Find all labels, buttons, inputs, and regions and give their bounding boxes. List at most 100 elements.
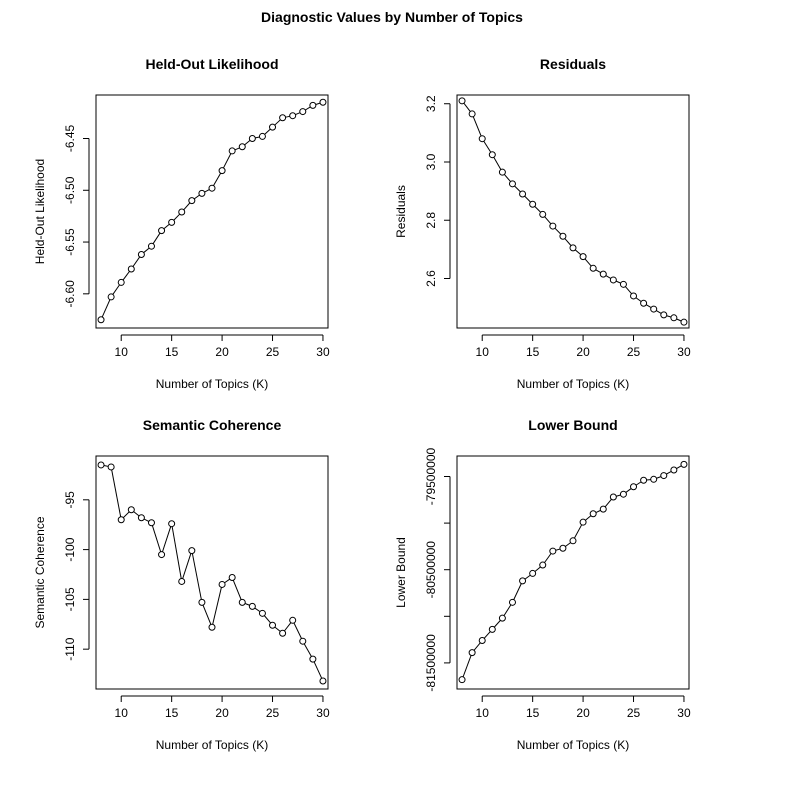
lower-bound-y-axis-label: Lower Bound bbox=[394, 537, 408, 608]
residuals-data-point bbox=[478, 135, 486, 143]
semantic-coherence-data-point bbox=[168, 520, 176, 528]
held-out-likelihood-series-segment bbox=[122, 271, 130, 281]
held-out-likelihood-y-tick-label: -6.50 bbox=[63, 176, 77, 204]
residuals-data-point bbox=[559, 232, 567, 240]
lower-bound-series-segment bbox=[573, 524, 583, 539]
held-out-likelihood-panel: Held-Out Likelihood 10 15 20 25 30 Number of T… bbox=[33, 56, 330, 391]
held-out-likelihood-series-segment bbox=[163, 223, 170, 230]
residuals-series-segment bbox=[584, 258, 592, 267]
semantic-coherence-data-point bbox=[127, 506, 135, 514]
held-out-likelihood-data-point bbox=[127, 265, 135, 273]
held-out-likelihood-series-segment bbox=[173, 213, 181, 221]
residuals-data-point bbox=[519, 190, 527, 198]
residuals-data-point bbox=[498, 168, 506, 176]
residuals-data-point bbox=[589, 264, 597, 272]
lower-bound-series-segment bbox=[493, 620, 501, 628]
held-out-likelihood-series-segment bbox=[112, 284, 120, 295]
semantic-coherence-series-segment bbox=[103, 465, 109, 467]
residuals-data-point bbox=[458, 97, 466, 105]
lower-bound-series-segment bbox=[544, 553, 552, 563]
held-out-likelihood-data-point bbox=[218, 167, 226, 175]
residuals-series-segment bbox=[524, 195, 531, 203]
lower-bound-data-point bbox=[670, 466, 678, 474]
lower-bound-series-segment bbox=[483, 631, 491, 639]
residuals-series-segment bbox=[493, 157, 502, 170]
semantic-coherence-data-point bbox=[147, 519, 155, 527]
semantic-coherence-series-segment bbox=[212, 587, 222, 625]
lower-bound-y-tick-label: -80500000 bbox=[424, 541, 438, 599]
lower-bound-x-tick-label: 15 bbox=[526, 706, 540, 720]
semantic-coherence-plot-frame bbox=[95, 455, 329, 690]
lower-bound-data-point bbox=[680, 460, 688, 468]
semantic-coherence-data-point bbox=[289, 616, 297, 624]
residuals-series-segment bbox=[574, 249, 582, 256]
residuals-data-point bbox=[650, 305, 658, 313]
semantic-coherence-series-segment bbox=[284, 622, 292, 632]
semantic-coherence-data-point bbox=[238, 598, 246, 606]
lower-bound-series-segment bbox=[503, 604, 512, 616]
lower-bound-data-point bbox=[589, 510, 597, 518]
held-out-likelihood-series-segment bbox=[295, 112, 301, 116]
residuals-series-segment bbox=[625, 286, 632, 295]
lower-bound-data-point bbox=[599, 505, 607, 513]
residuals-series-segment bbox=[564, 238, 572, 246]
held-out-likelihood-series-segment bbox=[183, 202, 191, 211]
residuals-x-tick-label: 10 bbox=[476, 345, 490, 359]
semantic-coherence-data-point bbox=[208, 623, 216, 631]
held-out-likelihood-y-tick-label: -6.55 bbox=[63, 228, 77, 256]
lower-bound-y-tick-label: -81500000 bbox=[424, 634, 438, 692]
residuals-data-point bbox=[539, 210, 547, 218]
lower-bound-data-point bbox=[559, 544, 567, 552]
held-out-likelihood-data-point bbox=[258, 132, 266, 140]
residuals-data-point bbox=[640, 299, 648, 307]
lower-bound-plot-frame bbox=[456, 455, 690, 690]
residuals-y-axis-label: Residuals bbox=[394, 185, 408, 238]
held-out-likelihood-y-tick-label: -6.60 bbox=[63, 280, 77, 308]
residuals-series-segment bbox=[554, 227, 562, 235]
semantic-coherence-x-tick-label: 10 bbox=[115, 706, 129, 720]
held-out-likelihood-series-segment bbox=[234, 147, 240, 151]
lower-bound-series-segment bbox=[604, 498, 612, 508]
held-out-likelihood-data-point bbox=[137, 250, 145, 258]
semantic-coherence-series-segment bbox=[171, 526, 182, 579]
semantic-coherence-series-segment bbox=[151, 525, 162, 552]
residuals-data-point bbox=[549, 222, 557, 230]
lower-bound-data-point bbox=[630, 483, 638, 491]
semantic-coherence-series-segment bbox=[202, 604, 212, 625]
held-out-likelihood-data-point bbox=[147, 242, 155, 250]
lower-bound-series-segment bbox=[666, 470, 672, 475]
residuals-series-segment bbox=[666, 315, 672, 318]
residuals-x-tick-label: 30 bbox=[677, 345, 691, 359]
semantic-coherence-y-tick-label: -110 bbox=[63, 637, 77, 660]
semantic-coherence-data-point bbox=[269, 621, 277, 629]
residuals-series-segment bbox=[615, 280, 621, 284]
residuals-data-point bbox=[680, 318, 688, 326]
lower-bound-data-point bbox=[529, 569, 537, 577]
held-out-likelihood-data-point bbox=[178, 208, 186, 216]
chart-panels: Held-Out Likelihood 10 15 20 25 30 Number of T… bbox=[33, 56, 691, 752]
lower-bound-series-segment bbox=[625, 488, 632, 493]
held-out-likelihood-series-segment bbox=[213, 172, 222, 186]
held-out-likelihood-series-segment bbox=[285, 115, 290, 118]
residuals-series-segment bbox=[534, 205, 541, 213]
lower-bound-data-point bbox=[539, 561, 547, 569]
semantic-coherence-y-tick-label: -95 bbox=[63, 491, 77, 509]
semantic-coherence-data-point bbox=[137, 514, 145, 522]
lower-bound-data-point bbox=[640, 476, 648, 484]
semantic-coherence-x-tick-label: 15 bbox=[165, 706, 179, 720]
residuals-data-point bbox=[599, 270, 607, 278]
semantic-coherence-data-point bbox=[218, 580, 226, 588]
lower-bound-series-segment bbox=[473, 642, 481, 651]
residuals-plot-frame bbox=[456, 94, 690, 329]
semantic-coherence-data-point bbox=[228, 573, 236, 581]
lower-bound-data-point bbox=[468, 649, 476, 657]
residuals-x-tick-label: 15 bbox=[526, 345, 540, 359]
semantic-coherence-y-tick-label: -100 bbox=[63, 537, 77, 561]
residuals-series-segment bbox=[676, 318, 682, 322]
held-out-likelihood-data-point bbox=[158, 227, 166, 235]
residuals-x-axis-label: Number of Topics (K) bbox=[517, 377, 629, 391]
residuals-data-point bbox=[660, 311, 668, 319]
lower-bound-data-point bbox=[478, 637, 486, 645]
